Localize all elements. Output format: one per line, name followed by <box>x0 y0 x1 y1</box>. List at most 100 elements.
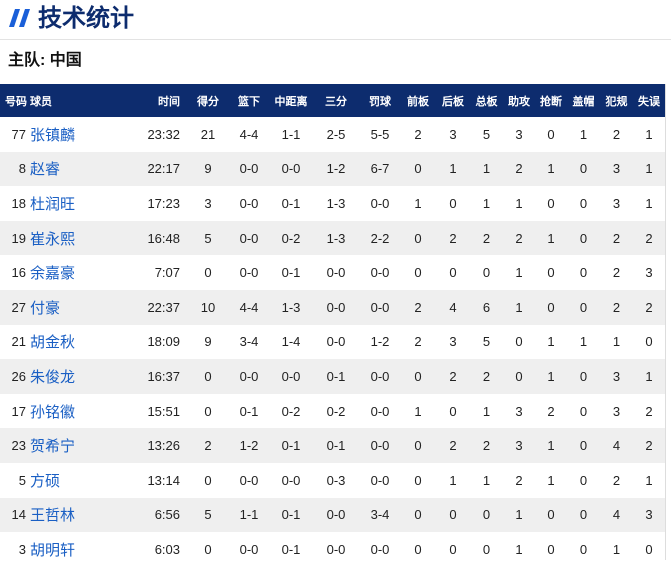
stat-cell: 0 <box>204 368 212 384</box>
table-row: 17 孙铭徽 15:51 0 0-1 0-2 0-2 0-0 1 0 1 3 2 0 3 2 <box>0 394 665 429</box>
player-name-link[interactable]: 贺希宁 <box>30 438 76 456</box>
stat-cell: 3 <box>645 265 653 281</box>
stat-cell: 1-1 <box>239 507 259 523</box>
stat-cell: 0 <box>579 541 588 557</box>
stat-cell: 1 <box>645 161 653 177</box>
player-name-link[interactable]: 胡明轩 <box>30 541 76 559</box>
stat-cell: 0 <box>204 472 212 488</box>
column-header[interactable]: 犯规 <box>605 95 628 108</box>
stat-cell: 0 <box>547 299 555 315</box>
stat-cell: 0 <box>414 230 422 246</box>
stat-cell: 0 <box>204 541 212 557</box>
player-name-link[interactable]: 朱俊龙 <box>30 368 76 386</box>
stat-cell: 0 <box>515 368 523 384</box>
column-header[interactable]: 后板 <box>442 95 464 108</box>
stat-cell: 0 <box>449 195 457 211</box>
player-name-link[interactable]: 崔永熙 <box>30 230 76 248</box>
stat-cell: 0 <box>204 403 212 419</box>
stat-cell: 6:03 <box>154 541 180 557</box>
stat-cell: 5 <box>482 334 491 350</box>
stat-cell: 1 <box>579 334 588 350</box>
stat-cell: 1 <box>612 334 621 350</box>
column-header[interactable]: 盖帽 <box>572 95 595 108</box>
player-name-link[interactable]: 孙铭徽 <box>30 403 76 421</box>
stat-cell: 1 <box>547 368 555 384</box>
stat-cell: 26 <box>11 368 26 384</box>
stat-cell: 0-0 <box>326 507 346 523</box>
column-header[interactable]: 总板 <box>475 95 498 108</box>
stat-cell: 9 <box>204 334 212 350</box>
column-header[interactable]: 得分 <box>197 95 219 108</box>
column-header[interactable]: 篮下 <box>238 95 260 108</box>
column-header[interactable]: 球员 <box>30 95 52 108</box>
stat-cell: 0 <box>579 472 588 488</box>
stat-cell: 5 <box>18 472 26 488</box>
column-header[interactable]: 号码 <box>5 95 27 108</box>
stat-cell: 3-4 <box>370 507 390 523</box>
stat-cell: 2 <box>612 126 621 142</box>
table-row: 5 方硕 13:14 0 0-0 0-0 0-3 0-0 0 1 1 2 1 0 2 1 <box>0 463 665 498</box>
stat-cell: 0-0 <box>281 368 301 384</box>
stat-cell: 77 <box>11 126 26 142</box>
stat-cell: 0-0 <box>370 541 390 557</box>
stat-cell: 2 <box>612 299 621 315</box>
table-row: 27 付豪 22:37 10 4-4 1-3 0-0 0-0 2 4 6 1 0 0 2 2 <box>0 289 665 325</box>
stat-cell: 2 <box>645 299 653 315</box>
column-header[interactable]: 前板 <box>407 95 429 108</box>
stat-cell: 1 <box>515 265 523 281</box>
stat-cell: 0-0 <box>281 161 301 177</box>
column-header[interactable]: 三分 <box>325 95 347 108</box>
column-header[interactable]: 时间 <box>158 95 180 108</box>
player-name-link[interactable]: 方硕 <box>30 472 61 490</box>
stat-cell: 0-0 <box>239 541 259 557</box>
stat-cell: 0-1 <box>239 403 259 419</box>
column-header[interactable]: 抢断 <box>540 95 562 108</box>
stat-cell: 3 <box>204 195 212 211</box>
column-header[interactable]: 中距离 <box>274 95 308 108</box>
stat-cell: 0 <box>547 507 555 523</box>
stat-cell: 10 <box>200 299 216 315</box>
player-name-link[interactable]: 胡金秋 <box>30 334 76 352</box>
stat-cell: 4 <box>449 299 457 315</box>
player-name-link[interactable]: 杜润旺 <box>30 195 76 213</box>
stat-cell: 18 <box>11 195 26 211</box>
player-name-link[interactable]: 王哲林 <box>30 507 76 525</box>
stat-cell: 0-0 <box>239 472 259 488</box>
stat-cell: 2 <box>449 368 457 384</box>
stat-cell: 3 <box>18 541 26 557</box>
column-header[interactable]: 助攻 <box>508 95 530 108</box>
stat-cell: 2-2 <box>370 230 390 246</box>
stat-cell: 0-0 <box>370 368 390 384</box>
stat-cell: 3 <box>515 403 523 419</box>
stat-cell: 3 <box>612 403 621 419</box>
stat-cell: 0 <box>579 230 588 246</box>
stat-cell: 1 <box>612 541 621 557</box>
stat-cell: 6 <box>482 299 491 315</box>
column-header[interactable]: 罚球 <box>369 95 391 108</box>
table-header: 号码 球员 时间 得分 篮下 中距离 三分 罚球 前板 后板 总板 助攻 抢断 盖帽 犯规 失误 <box>0 84 665 117</box>
stat-cell: 1 <box>547 438 555 454</box>
player-name-link[interactable]: 张镇麟 <box>30 126 76 144</box>
stat-cell: 1 <box>645 195 653 211</box>
player-name-link[interactable]: 付豪 <box>30 299 61 317</box>
table-row: 26 朱俊龙 16:37 0 0-0 0-0 0-1 0-0 0 2 2 0 1 0 3 1 <box>0 359 665 394</box>
table-row: 8 赵睿 22:17 9 0-0 0-0 1-2 6-7 0 1 1 2 1 0 3 1 <box>0 151 665 187</box>
stat-cell: 0 <box>547 126 555 142</box>
stat-cell: 2 <box>414 334 422 350</box>
stat-cell: 0-2 <box>281 230 301 246</box>
column-header[interactable]: 失误 <box>638 95 660 108</box>
table-row: 18 杜润旺 17:23 3 0-0 0-1 1-3 0-0 1 0 1 1 0 0 3 1 <box>0 186 665 221</box>
stat-cell: 0 <box>449 507 457 523</box>
stat-cell: 0-3 <box>326 472 346 488</box>
player-name-link[interactable]: 赵睿 <box>30 161 61 179</box>
stat-cell: 0 <box>414 472 422 488</box>
stat-cell: 5 <box>482 126 491 142</box>
player-name-link[interactable]: 余嘉豪 <box>30 265 76 283</box>
stat-cell: 0 <box>482 265 491 281</box>
page-title: 技术统计 <box>38 5 134 32</box>
stat-cell: 0-1 <box>281 265 301 281</box>
stat-cell: 14 <box>11 507 26 523</box>
stat-cell: 0-1 <box>281 507 301 523</box>
stat-cell: 0 <box>204 265 212 281</box>
stat-cell: 2 <box>515 161 523 177</box>
